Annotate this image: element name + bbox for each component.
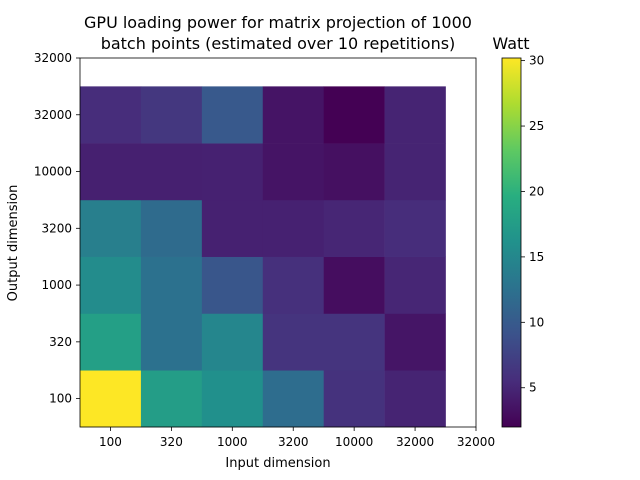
- y-tick-label: 32000: [34, 108, 72, 122]
- colorbar-tick-label: 20: [529, 184, 544, 198]
- colorbar-tick-label: 30: [529, 54, 544, 68]
- colorbar-ticks: 5 10 15 20 25 30: [521, 54, 544, 395]
- y-tick-label: 1000: [41, 278, 72, 292]
- heatmap-cell: [140, 313, 203, 371]
- y-axis-ticks: 100 320 1000 3200 10000 32000 32000: [34, 51, 80, 406]
- heatmap-cell: [80, 86, 142, 144]
- y-tick-label: 10000: [34, 165, 72, 179]
- x-tick-label: 10000: [335, 435, 373, 449]
- heatmap-cell: [140, 370, 203, 428]
- heatmap-cell: [323, 143, 385, 201]
- x-axis-label: Input dimension: [225, 456, 330, 471]
- heatmap-cell: [201, 370, 264, 428]
- heatmap-cells: [80, 86, 446, 428]
- heatmap-cell: [140, 143, 203, 201]
- y-tick-label: 320: [49, 335, 72, 349]
- colorbar-tick-label: 10: [529, 315, 544, 329]
- heatmap-cell: [262, 370, 324, 428]
- heatmap-cell: [140, 199, 203, 257]
- heatmap-cell: [384, 199, 446, 257]
- heatmap-cell: [201, 256, 264, 314]
- plot-frame: [79, 57, 477, 428]
- heatmap-cell: [262, 313, 324, 371]
- colorbar-tick-label: 15: [529, 250, 544, 264]
- colorbar-tick-label: 25: [529, 119, 544, 133]
- heatmap-cell: [201, 86, 264, 144]
- heatmap-cell: [201, 199, 264, 257]
- heatmap-cell: [323, 256, 385, 314]
- heatmap-cell: [323, 370, 385, 428]
- colorbar-label: Watt: [492, 34, 529, 53]
- x-tick-label: 100: [99, 435, 122, 449]
- y-tick-label: 100: [49, 392, 72, 406]
- x-tick-label: 3200: [278, 435, 309, 449]
- heatmap-cell: [384, 370, 446, 428]
- heatmap-cell: [262, 86, 324, 144]
- y-tick-label: 3200: [41, 221, 72, 235]
- y-tick-label: 32000: [34, 51, 72, 65]
- heatmap-cell: [262, 256, 324, 314]
- x-tick-label: 32000: [396, 435, 434, 449]
- heatmap-cell: [323, 86, 385, 144]
- heatmap-cell: [80, 143, 142, 201]
- heatmap-cell: [80, 199, 142, 257]
- heatmap-cell: [384, 143, 446, 201]
- heatmap-cell: [384, 86, 446, 144]
- y-axis-label: Output dimension: [6, 185, 21, 302]
- heatmap-cell: [80, 370, 142, 428]
- x-tick-label: 320: [160, 435, 183, 449]
- colorbar-tick-label: 5: [529, 381, 537, 395]
- heatmap-cell: [323, 313, 385, 371]
- x-tick-label: 1000: [217, 435, 248, 449]
- heatmap-cell: [80, 256, 142, 314]
- heatmap-cell: [140, 256, 203, 314]
- heatmap-cell: [323, 199, 385, 257]
- heatmap-cell: [201, 313, 264, 371]
- heatmap-cell: [80, 313, 142, 371]
- colorbar: [502, 58, 521, 427]
- heatmap-cell: [262, 199, 324, 257]
- colorbar-frame: [501, 57, 522, 428]
- x-axis-ticks: 100 320 1000 3200 10000 32000 32000: [99, 427, 495, 449]
- chart-title-line-2: batch points (estimated over 10 repetiti…: [101, 34, 456, 53]
- heatmap-cell: [262, 143, 324, 201]
- x-tick-label: 32000: [457, 435, 495, 449]
- chart-title-line-1: GPU loading power for matrix projection …: [84, 13, 472, 32]
- heatmap-cell: [140, 86, 203, 144]
- heatmap-cell: [384, 313, 446, 371]
- heatmap-cell: [201, 143, 264, 201]
- heatmap-cell: [384, 256, 446, 314]
